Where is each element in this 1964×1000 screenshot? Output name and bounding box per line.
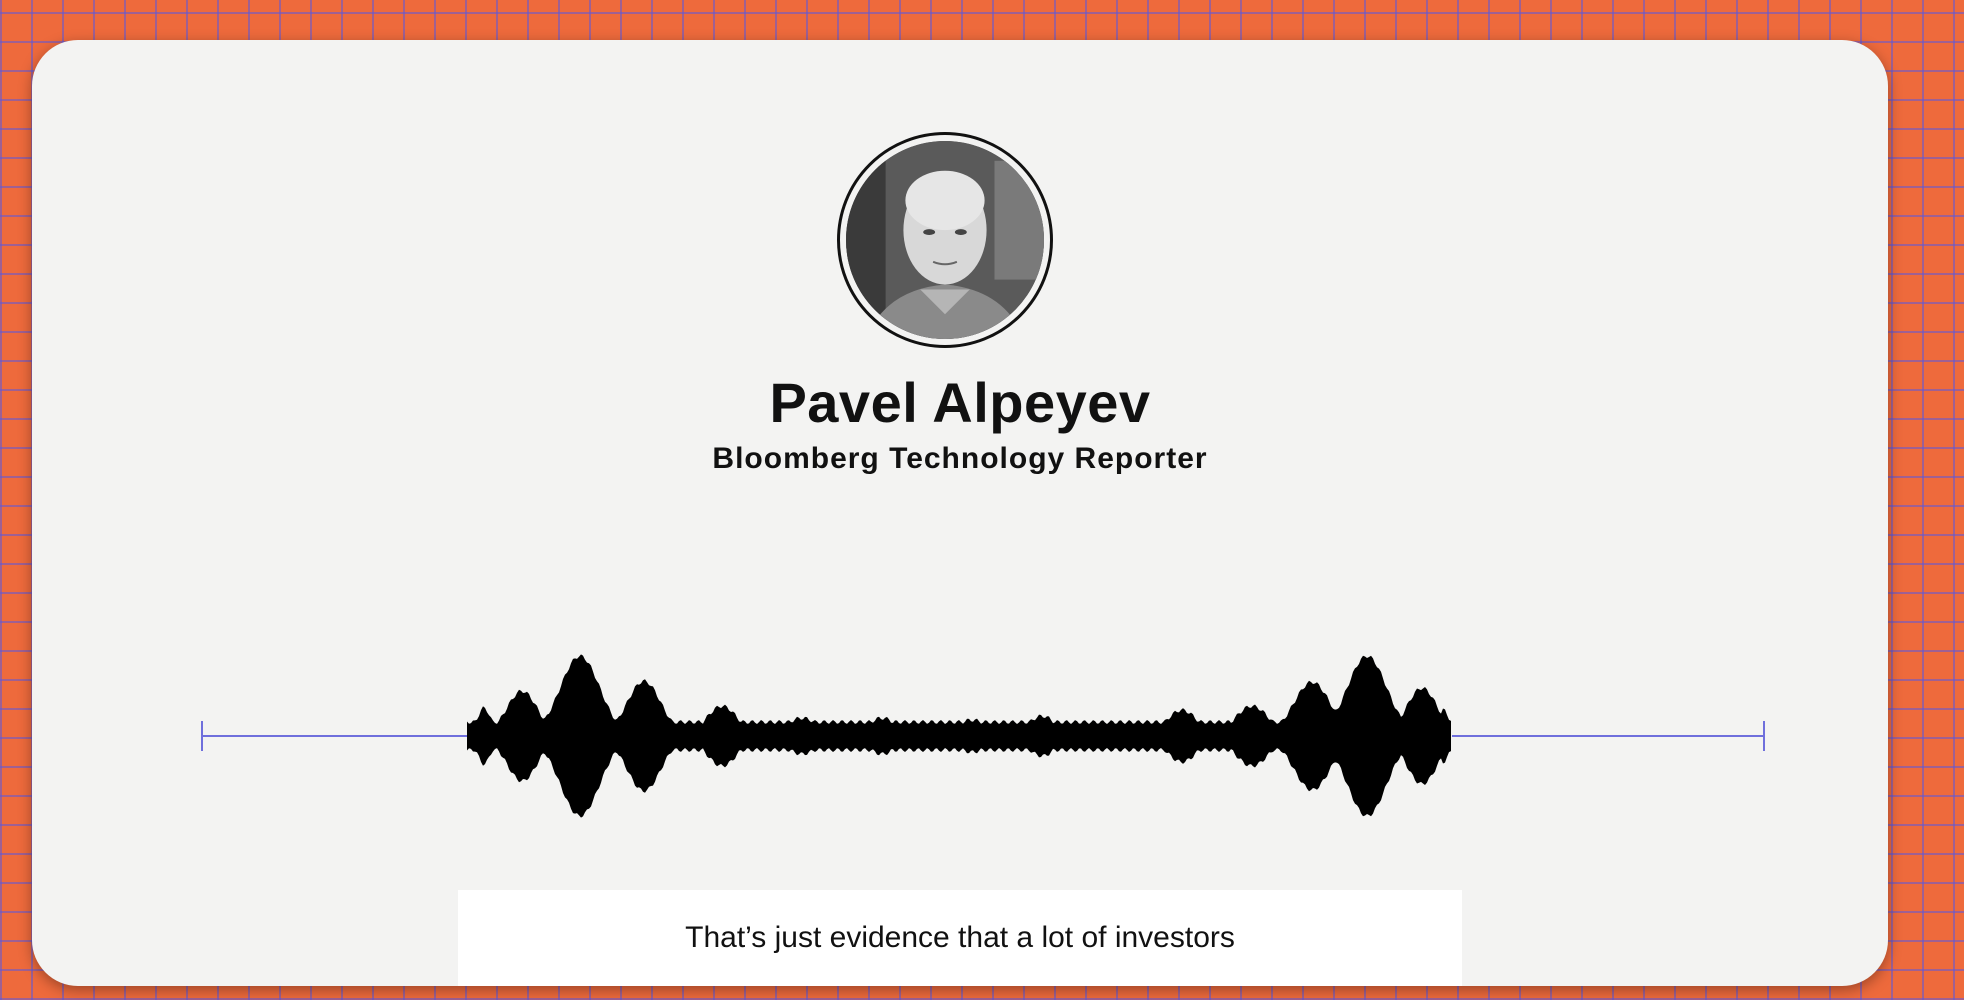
person-portrait-icon <box>846 141 1044 339</box>
speaker-title: Bloomberg Technology Reporter <box>712 442 1208 475</box>
subtitle-text: That’s just evidence that a lot of inves… <box>685 921 1235 954</box>
audio-waveform-icon <box>467 654 1451 818</box>
speaker-name: Pavel Alpeyev <box>769 371 1151 434</box>
audio-waveform <box>32 600 1888 830</box>
speaker-card: Pavel Alpeyev Bloomberg Technology Repor… <box>32 40 1888 986</box>
avatar <box>837 132 1053 348</box>
subtitle-box: That’s just evidence that a lot of inves… <box>458 890 1462 986</box>
